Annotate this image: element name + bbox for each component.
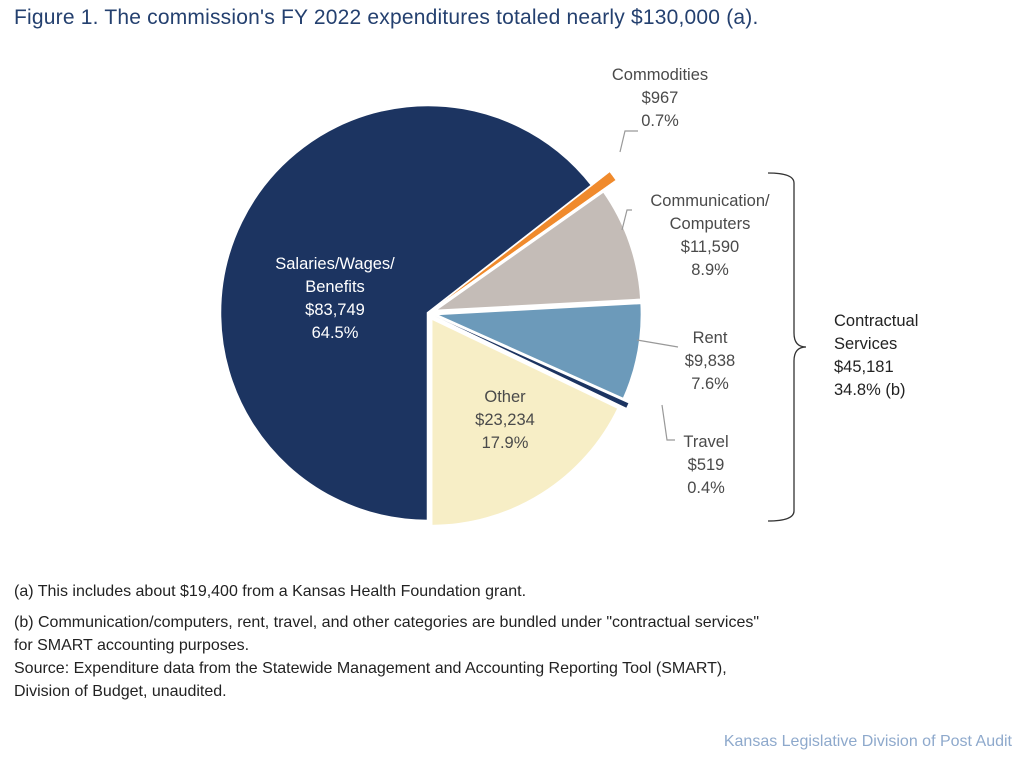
label-name: Services — [834, 335, 898, 353]
label-percent: 0.7% — [641, 112, 679, 130]
label-percent: 7.6% — [691, 375, 729, 393]
label-salaries: Salaries/Wages/ Benefits $83,749 64.5% — [255, 253, 415, 345]
label-name: Rent — [692, 329, 728, 347]
footnote-b-line1: (b) Communication/computers, rent, trave… — [14, 614, 760, 631]
pie-slice-communication-computers — [429, 189, 643, 313]
label-name: Salaries/Wages/ — [275, 255, 395, 273]
pie-slice-travel — [433, 315, 630, 409]
leader-commodities — [619, 130, 638, 153]
label-value: $519 — [687, 456, 725, 474]
pie-slice-other — [429, 316, 621, 528]
label-percent: 17.9% — [481, 434, 529, 452]
label-value: $83,749 — [305, 301, 365, 319]
label-contractual-services: Contractual Services $45,181 34.8% (b) — [834, 310, 918, 402]
label-travel: Travel $519 0.4% — [656, 431, 756, 500]
leader-communication — [621, 209, 632, 231]
contractual-brace — [767, 172, 807, 522]
label-name: Benefits — [305, 278, 365, 296]
label-value: $23,234 — [475, 411, 535, 429]
label-name: Computers — [669, 215, 751, 233]
pie-slice-commodities — [439, 171, 617, 305]
footnotes: (a) This includes about $19,400 from a K… — [14, 580, 759, 703]
label-value: $11,590 — [680, 238, 740, 256]
label-name: Travel — [683, 433, 729, 451]
source-line1: Source: Expenditure data from the Statew… — [14, 660, 727, 677]
label-name: Other — [484, 388, 526, 406]
label-value: $967 — [641, 89, 679, 107]
label-percent: 0.4% — [687, 479, 725, 497]
label-value: $45,181 — [834, 358, 894, 376]
label-other: Other $23,234 17.9% — [455, 386, 555, 455]
source-line2: Division of Budget, unaudited. — [14, 683, 227, 700]
label-value: $9,838 — [684, 352, 736, 370]
leader-travel — [661, 404, 675, 441]
label-percent: 34.8% (b) — [834, 381, 906, 399]
label-commodities: Commodities $967 0.7% — [580, 64, 740, 133]
pie-slice-rent — [433, 301, 644, 401]
label-name: Contractual — [834, 312, 919, 330]
chart-title: Figure 1. The commission's FY 2022 expen… — [14, 6, 759, 29]
label-name: Commodities — [611, 66, 709, 84]
label-percent: 8.9% — [691, 261, 729, 279]
leader-lines — [619, 130, 679, 441]
footnote-a: (a) This includes about $19,400 from a K… — [14, 583, 527, 600]
label-rent: Rent $9,838 7.6% — [660, 327, 760, 396]
pie-slice-salaries-wages-benefits — [218, 103, 594, 523]
label-communication: Communication/ Computers $11,590 8.9% — [630, 190, 790, 282]
label-percent: 64.5% — [311, 324, 359, 342]
footnote-b-line2: for SMART accounting purposes. — [14, 637, 250, 654]
leader-rent — [636, 339, 679, 348]
credit: Kansas Legislative Division of Post Audi… — [723, 733, 1012, 750]
label-name: Communication/ — [650, 192, 770, 210]
